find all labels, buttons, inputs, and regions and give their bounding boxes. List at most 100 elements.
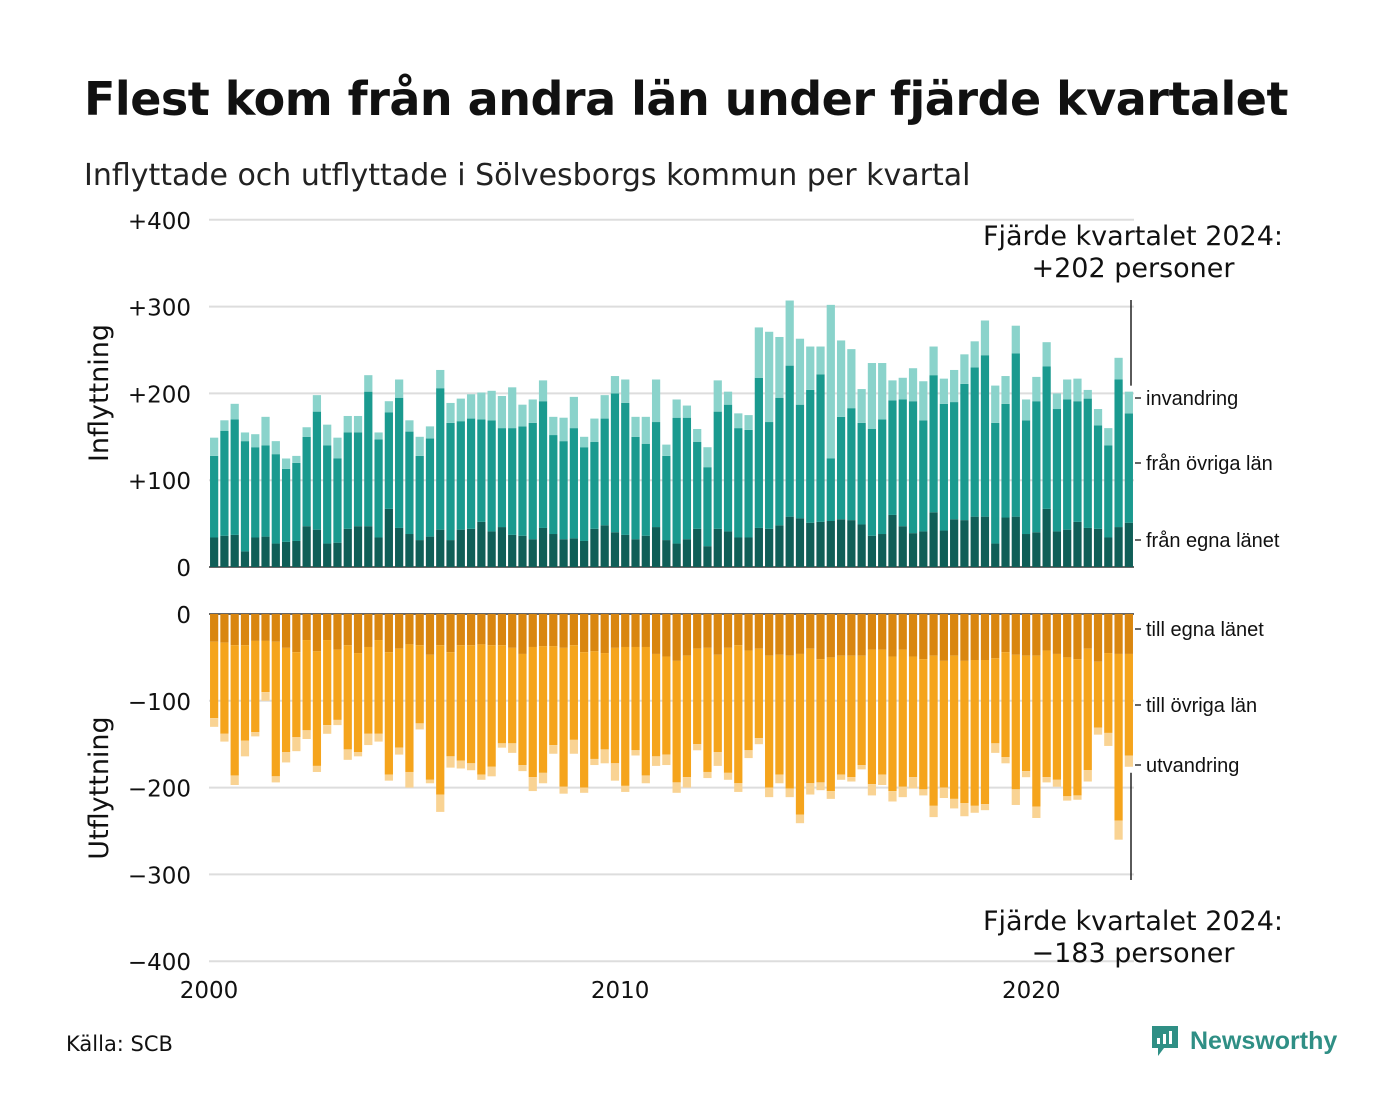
bar-out-segment [395,648,404,748]
bar-out-segment [1063,657,1072,797]
bar-in-segment [1114,379,1123,528]
bar-in-segment [580,436,589,448]
bar-out-segment [991,743,1000,753]
bar-in-segment [600,418,609,526]
bar-out-segment [847,777,856,782]
bar-in-segment [549,435,558,535]
bar-out-segment [590,758,599,766]
y-tick-label-bottom: −100 [128,690,191,716]
bar-in-segment [240,432,250,442]
bar-out-segment [1114,820,1123,840]
bar-out-segment [682,777,692,788]
bar-out-segment [816,782,825,791]
bar-in-segment [271,454,280,544]
bar-in-segment [569,428,578,539]
bar-in-segment [878,419,887,535]
bar-out-segment [549,646,558,746]
bar-out-segment [754,614,763,649]
bar-out-segment [621,785,630,792]
bar-in-segment [734,537,743,567]
bar-in-segment [754,527,763,567]
bar-out-segment [672,782,681,793]
bar-in-segment [497,428,507,528]
bar-in-segment [662,455,671,541]
bar-out-segment [908,656,918,778]
bar-in-segment [765,422,774,529]
bar-in-segment [590,418,599,443]
bar-in-segment [713,528,722,567]
bar-out-segment [960,803,969,817]
bar-out-segment [641,646,650,776]
bar-in-segment [569,396,578,429]
bar-in-segment [384,412,393,509]
bar-out-segment [281,614,291,648]
bar-out-segment [631,646,640,751]
bar-in-segment [713,380,722,412]
y-tick-label-bottom: 0 [176,603,191,629]
bar-out-segment [795,814,805,824]
legend-label-out: till egna länet [1146,619,1264,641]
bar-in-segment [693,428,702,443]
bar-in-segment [734,428,743,538]
bar-out-segment [950,614,959,656]
bar-in-segment [867,428,877,536]
bar-in-segment [816,374,825,522]
bar-out-segment [980,614,990,660]
bar-in-segment [857,524,866,567]
bar-in-segment [939,530,948,567]
bar-out-segment [775,614,784,655]
bar-out-segment [785,788,794,798]
bar-out-segment [384,614,393,653]
bar-out-segment [1032,806,1041,818]
bar-in-segment [569,538,578,567]
legend-label-in: från övriga län [1146,453,1273,475]
bar-out-segment [888,614,897,657]
bar-in-segment [559,539,568,567]
bar-in-segment [765,331,774,423]
bar-out-segment [415,645,424,724]
bar-in-segment [374,439,383,538]
y-tick-label-bottom: −400 [128,950,191,976]
bar-in-segment [693,442,702,529]
bar-in-segment [487,531,496,567]
bar-in-segment [261,445,270,537]
bar-in-segment [898,377,907,400]
bar-in-segment [836,340,846,417]
bar-out-segment [384,774,393,781]
bar-out-segment [569,739,578,754]
bar-out-segment [795,653,805,815]
bar-out-segment [682,614,692,656]
bar-out-segment [991,658,1000,744]
bar-in-segment [703,546,712,567]
bar-in-segment [405,431,414,535]
bar-out-segment [723,647,733,773]
bar-in-segment [1032,376,1041,402]
bar-in-segment [1011,516,1020,567]
bar-in-segment [765,528,774,567]
y-tick-label-top: +100 [128,469,191,495]
bar-in-segment [888,400,897,515]
bar-in-segment [446,402,455,423]
bar-out-segment [1032,655,1041,807]
bar-in-segment [364,391,373,527]
bar-in-segment [240,441,250,552]
y-tick-label-top: +200 [128,382,191,408]
bar-out-segment [1104,653,1113,733]
bar-in-segment [682,417,692,540]
bar-out-segment [1073,614,1082,660]
bar-in-segment [312,411,322,530]
bar-in-segment [477,419,486,522]
bar-in-segment [271,441,280,455]
bar-in-segment [281,468,291,542]
bar-in-segment [621,402,630,535]
bar-in-segment [723,391,733,405]
bar-out-segment [950,798,959,809]
bar-out-segment [744,614,753,651]
bar-out-segment [446,614,455,653]
bar-out-segment [210,718,219,727]
source-note: Källa: SCB [66,1032,173,1056]
bar-out-segment [744,750,753,759]
bar-in-segment [271,543,280,567]
bar-in-segment [210,437,219,456]
bar-in-segment [806,346,815,390]
